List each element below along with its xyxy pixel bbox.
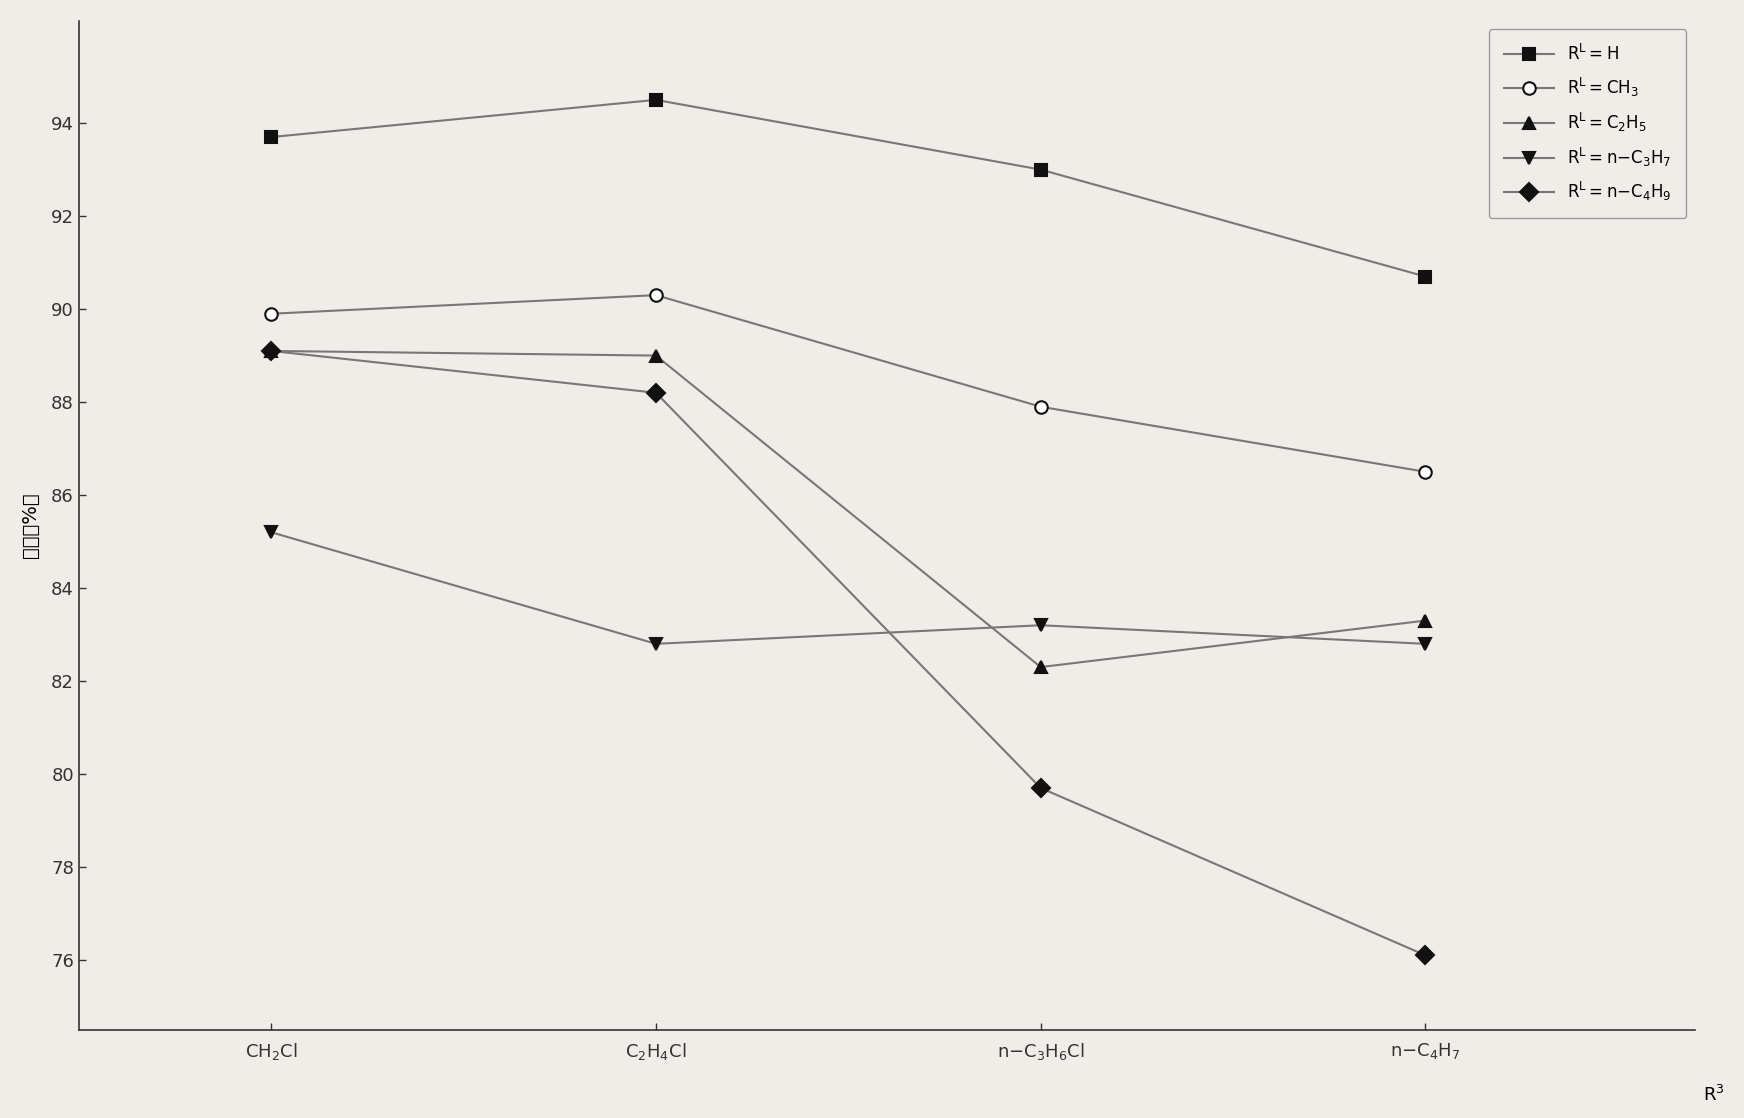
- $\mathrm{R^L{=}n{-}C_4H_9}$: [260, 344, 281, 358]
- $\mathrm{R^L{=}H}$: [1414, 269, 1435, 283]
- Legend: $\mathrm{R^L{=}H}$, $\mathrm{R^L{=}CH_3}$, $\mathrm{R^L{=}C_2H_5}$, $\mathrm{R^L: $\mathrm{R^L{=}H}$, $\mathrm{R^L{=}CH_3}…: [1489, 29, 1686, 218]
- Line: $\mathrm{R^L{=}C_2H_5}$: $\mathrm{R^L{=}C_2H_5}$: [265, 344, 1432, 673]
- $\mathrm{R^L{=}n{-}C_3H_7}$: [260, 525, 281, 539]
- $\mathrm{R^L{=}n{-}C_4H_9}$: [1414, 949, 1435, 963]
- Text: $\mathrm{R^3}$: $\mathrm{R^3}$: [1702, 1086, 1725, 1106]
- $\mathrm{R^L{=}n{-}C_3H_7}$: [1031, 618, 1052, 632]
- $\mathrm{R^L{=}n{-}C_4H_9}$: [645, 386, 666, 399]
- $\mathrm{R^L{=}CH_3}$: [1031, 400, 1052, 414]
- Line: $\mathrm{R^L{=}n{-}C_4H_9}$: $\mathrm{R^L{=}n{-}C_4H_9}$: [265, 344, 1432, 961]
- $\mathrm{R^L{=}C_2H_5}$: [1031, 661, 1052, 674]
- $\mathrm{R^L{=}H}$: [260, 131, 281, 144]
- $\mathrm{R^L{=}CH_3}$: [645, 288, 666, 302]
- $\mathrm{R^L{=}n{-}C_4H_9}$: [1031, 781, 1052, 795]
- Line: $\mathrm{R^L{=}CH_3}$: $\mathrm{R^L{=}CH_3}$: [265, 288, 1432, 479]
- $\mathrm{R^L{=}C_2H_5}$: [645, 349, 666, 362]
- Line: $\mathrm{R^L{=}H}$: $\mathrm{R^L{=}H}$: [265, 94, 1432, 283]
- $\mathrm{R^L{=}n{-}C_3H_7}$: [1414, 637, 1435, 651]
- $\mathrm{R^L{=}CH_3}$: [260, 307, 281, 321]
- $\mathrm{R^L{=}H}$: [645, 93, 666, 106]
- $\mathrm{R^L{=}C_2H_5}$: [1414, 614, 1435, 627]
- $\mathrm{R^L{=}CH_3}$: [1414, 465, 1435, 479]
- Line: $\mathrm{R^L{=}n{-}C_3H_7}$: $\mathrm{R^L{=}n{-}C_3H_7}$: [265, 525, 1432, 650]
- Y-axis label: 收率（%）: 收率（%）: [21, 492, 40, 558]
- $\mathrm{R^L{=}n{-}C_3H_7}$: [645, 637, 666, 651]
- $\mathrm{R^L{=}C_2H_5}$: [260, 344, 281, 358]
- $\mathrm{R^L{=}H}$: [1031, 163, 1052, 177]
